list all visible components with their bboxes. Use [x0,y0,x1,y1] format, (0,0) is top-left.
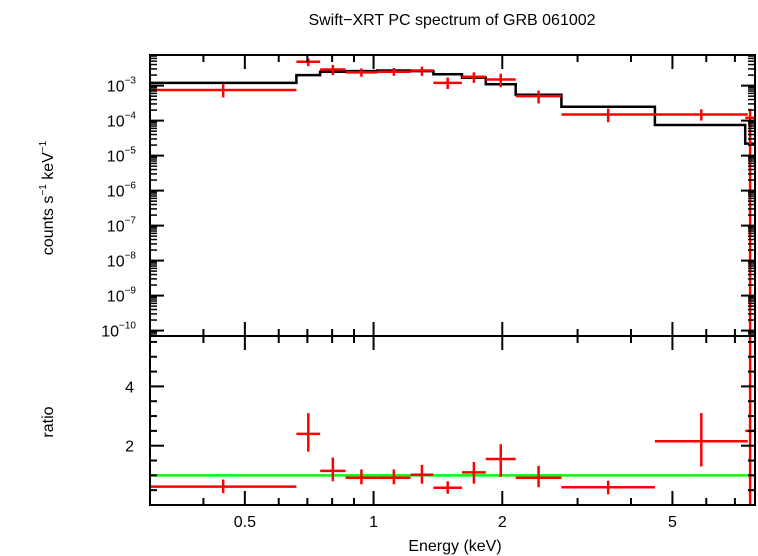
ratio-frame [149,335,756,506]
x-tick-label-1: 1 [369,514,378,531]
x-tick-label-2: 2 [498,514,507,531]
ratio-data-points [150,336,755,505]
spectrum-ytick-label-2: 10−5 [107,146,137,166]
ratio-ytick-label-0: 2 [125,439,134,456]
model-step-line [150,69,755,145]
ratio-point-8 [485,444,516,477]
spectrum-point-12 [745,108,755,336]
spectrum-panel: 10−3 10−4 10−5 10−6 10−7 10−8 10−9 10−10 counts… [38,54,756,341]
ratio-point-9 [515,465,562,488]
spectrum-frame [149,54,756,337]
ratio-ytick-label-1: 4 [125,379,134,396]
spectrum-point-6 [433,77,462,90]
spectrum-ytick-label-0: 10−3 [107,76,137,96]
chart-title: Swift−XRT PC spectrum of GRB 061002 [308,12,595,29]
spectrum-point-8 [485,73,516,88]
spectrum-ytick-label-7: 10−10 [101,321,136,341]
spectrum-ytick-label-1: 10−4 [107,111,137,131]
x-tick-label-3: 5 [668,514,677,531]
spectrum-point-5 [410,66,434,76]
ratio-y-axis-label: ratio [40,406,57,437]
spectrum-data-points [150,58,755,336]
ratio-panel: 0.5 1 2 5 2 4 ratio Energy (keV) [40,335,756,555]
spectrum-point-10 [561,108,655,123]
x-tick-label-0: 0.5 [234,514,256,531]
ratio-point-1 [296,413,321,452]
spectrum-ytick-label-3: 10−6 [107,181,137,201]
ratio-point-12 [745,336,755,505]
spectrum-point-2 [320,64,346,76]
ratio-axes: 0.5 1 2 5 2 4 [125,335,756,531]
spectrum-point-7 [461,72,486,83]
model-step-path [150,69,755,145]
spectrum-y-axis-label: counts s−1 keV−1 [38,140,57,255]
ratio-point-6 [433,481,462,494]
spectrum-point-11 [654,109,748,121]
ratio-point-3 [345,469,378,485]
spectrum-axes: 10−3 10−4 10−5 10−6 10−7 10−8 10−9 10−10 [101,54,756,341]
spectrum-point-4 [377,67,411,76]
spectrum-point-3 [345,68,378,77]
ratio-point-11 [654,413,748,467]
spectrum-ytick-label-6: 10−9 [107,286,137,306]
ratio-point-5 [410,464,434,484]
ratio-point-2 [320,457,346,482]
spectrum-ytick-label-5: 10−8 [107,251,137,271]
spectrum-point-9 [515,90,562,104]
ratio-point-0 [150,479,297,494]
ratio-point-7 [461,462,486,484]
spectrum-ytick-label-4: 10−7 [107,216,137,236]
ratio-point-4 [377,469,411,485]
spectrum-point-0 [150,84,297,98]
x-axis-label: Energy (keV) [408,538,501,555]
ratio-point-10 [561,480,655,495]
